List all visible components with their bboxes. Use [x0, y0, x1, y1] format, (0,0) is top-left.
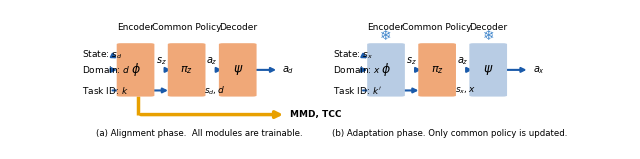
Text: Decoder: Decoder — [219, 23, 257, 32]
Text: Decoder: Decoder — [469, 23, 508, 32]
Text: Common Policy: Common Policy — [152, 23, 221, 32]
Text: $\psi$: $\psi$ — [232, 63, 243, 77]
Text: State: $s_x$: State: $s_x$ — [333, 48, 373, 61]
Text: $\pi_z$: $\pi_z$ — [180, 64, 193, 76]
Text: $s_z$: $s_z$ — [156, 55, 166, 67]
Text: Common Policy: Common Policy — [403, 23, 472, 32]
Text: $a_x$: $a_x$ — [533, 64, 545, 76]
Text: Encoder: Encoder — [117, 23, 154, 32]
Text: MMD, TCC: MMD, TCC — [290, 110, 341, 119]
Text: $a_z$: $a_z$ — [457, 55, 468, 67]
FancyBboxPatch shape — [419, 43, 456, 97]
Text: Task ID: $k'$: Task ID: $k'$ — [333, 85, 382, 96]
FancyBboxPatch shape — [219, 43, 257, 97]
Text: (a) Alignment phase.  All modules are trainable.: (a) Alignment phase. All modules are tra… — [96, 129, 302, 138]
FancyBboxPatch shape — [469, 43, 507, 97]
Text: $a_z$: $a_z$ — [206, 55, 218, 67]
Text: $\phi$: $\phi$ — [381, 61, 391, 78]
FancyBboxPatch shape — [116, 43, 154, 97]
Text: $\phi$: $\phi$ — [131, 61, 140, 78]
Text: Task ID: $k$: Task ID: $k$ — [83, 85, 129, 96]
Text: Domain: $d$: Domain: $d$ — [83, 64, 131, 75]
Text: Domain: $x$: Domain: $x$ — [333, 64, 381, 75]
Text: ❄: ❄ — [483, 29, 494, 43]
Text: $s_z$: $s_z$ — [406, 55, 417, 67]
FancyBboxPatch shape — [367, 43, 405, 97]
Text: (b) Adaptation phase. Only common policy is updated.: (b) Adaptation phase. Only common policy… — [332, 129, 567, 138]
Text: $a_d$: $a_d$ — [282, 64, 294, 76]
Text: $s_x, x$: $s_x, x$ — [455, 85, 476, 96]
FancyBboxPatch shape — [168, 43, 205, 97]
Text: $\psi$: $\psi$ — [483, 63, 493, 77]
Text: $\pi_z$: $\pi_z$ — [431, 64, 444, 76]
Text: $s_d, d$: $s_d, d$ — [204, 84, 225, 97]
Text: Encoder: Encoder — [367, 23, 404, 32]
Text: ❄: ❄ — [380, 29, 392, 43]
Text: State: $s_d$: State: $s_d$ — [83, 48, 123, 61]
